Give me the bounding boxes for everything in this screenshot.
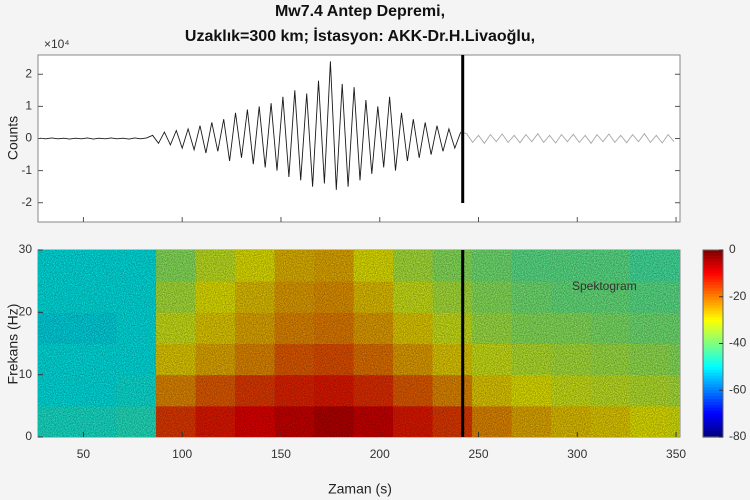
colorbar-swatch [703, 372, 723, 377]
colorbar-tick-label: -40 [729, 336, 747, 350]
colorbar-swatch [703, 419, 723, 423]
colorbar-swatch [703, 401, 723, 406]
colorbar-swatch [703, 431, 723, 435]
colorbar-swatch [703, 422, 723, 426]
colorbar-swatch [703, 413, 723, 418]
x-tick-label: 100 [172, 447, 192, 461]
seismogram [39, 61, 675, 190]
colorbar-swatch [703, 399, 723, 403]
colorbar-tick-label: 0 [729, 242, 736, 256]
colorbar-swatch [703, 328, 723, 333]
colorbar-swatch [703, 416, 723, 421]
colorbar-swatch [703, 340, 723, 345]
x-tick-label: 150 [271, 447, 291, 461]
colorbar-swatch [703, 252, 723, 257]
colorbar-swatch [703, 317, 723, 321]
x-axis-label: Zaman (s) [328, 481, 392, 497]
y-tick-label: 2 [25, 66, 32, 80]
colorbar-swatch [703, 279, 723, 283]
colorbar-swatch [703, 434, 723, 438]
chart-subtitle: Uzaklık=300 km; İstasyon: AKK-Dr.H.Livao… [185, 27, 535, 45]
waveform [39, 61, 462, 190]
colorbar-swatch [703, 343, 723, 348]
x-tick-label: 350 [666, 447, 686, 461]
colorbar-swatch [703, 273, 723, 277]
y-tick-label: 30 [19, 242, 33, 256]
colorbar-tick-label: -60 [729, 382, 747, 396]
x-tick-label: 300 [567, 447, 587, 461]
colorbar-swatch [703, 396, 723, 400]
colorbar-swatch [703, 255, 723, 260]
colorbar-swatch [703, 358, 723, 362]
colorbar-swatch [703, 258, 723, 263]
colorbar-swatch [703, 299, 723, 304]
colorbar-swatch [703, 410, 723, 415]
colorbar-swatch [703, 352, 723, 356]
colorbar-swatch [703, 381, 723, 386]
colorbar-swatch [703, 285, 723, 289]
colorbar-swatch [703, 308, 723, 312]
colorbar-swatch [703, 311, 723, 315]
y-multiplier: ×10⁴ [44, 37, 70, 51]
colorbar-swatch [703, 355, 723, 359]
colorbar-swatch [703, 349, 723, 353]
colorbar-swatch [703, 425, 723, 429]
x-tick-label: 250 [468, 447, 488, 461]
colorbar-swatch [703, 378, 723, 383]
y-tick-label: 1 [25, 99, 32, 113]
colorbar-swatch [703, 404, 723, 409]
colorbar-swatch [703, 384, 723, 388]
colorbar-swatch [703, 325, 723, 330]
colorbar-swatch [703, 363, 723, 368]
colorbar-swatch [703, 393, 723, 397]
y-tick-label: 0 [25, 429, 32, 443]
colorbar-swatch [703, 290, 723, 295]
colorbar-swatch [703, 375, 723, 380]
colorbar-swatch [703, 320, 723, 324]
waveform [460, 131, 675, 145]
colorbar-swatch [703, 296, 723, 301]
colorbar-swatch [703, 276, 723, 280]
colorbar-swatch [703, 323, 723, 327]
colorbar-swatch [703, 361, 723, 365]
colorbar-swatch [703, 346, 723, 350]
y-axis-label: Frekans (Hz) [5, 304, 21, 385]
colorbar-swatch [703, 287, 723, 292]
y-tick-label: 0 [25, 131, 32, 145]
colorbar-swatch [703, 264, 723, 269]
colorbar-tick-label: -20 [729, 289, 747, 303]
colorbar-swatch [703, 428, 723, 432]
colorbar-swatch [703, 366, 723, 371]
colorbar-swatch [703, 387, 723, 391]
colorbar-swatch [703, 250, 723, 254]
colorbar-swatch [703, 331, 723, 336]
colorbar-swatch [703, 407, 723, 412]
chart-title: Mw7.4 Antep Depremi, [275, 3, 445, 20]
x-tick-label: 50 [77, 447, 91, 461]
y-tick-label: -2 [21, 195, 32, 209]
colorbar-swatch [703, 305, 723, 310]
colorbar-tick-label: -80 [729, 429, 747, 443]
y-tick-label: -1 [21, 163, 32, 177]
colorbar-swatch [703, 267, 723, 272]
colorbar-swatch [703, 282, 723, 286]
y-axis-label: Counts [5, 116, 21, 160]
y-tick-label: 20 [19, 305, 33, 319]
colorbar-swatch [703, 314, 723, 318]
y-tick-label: 10 [19, 367, 33, 381]
colorbar-swatch [703, 337, 723, 342]
colorbar-swatch [703, 334, 723, 339]
colorbar-swatch [703, 270, 723, 274]
x-tick-label: 200 [370, 447, 390, 461]
plot-area [37, 54, 681, 223]
colorbar-swatch [703, 261, 723, 266]
texture [38, 250, 680, 437]
colorbar-swatch [703, 293, 723, 298]
colorbar-swatch [703, 390, 723, 394]
annotation: Spektogram [572, 279, 637, 293]
colorbar-swatch [703, 369, 723, 374]
colorbar-swatch [703, 302, 723, 307]
